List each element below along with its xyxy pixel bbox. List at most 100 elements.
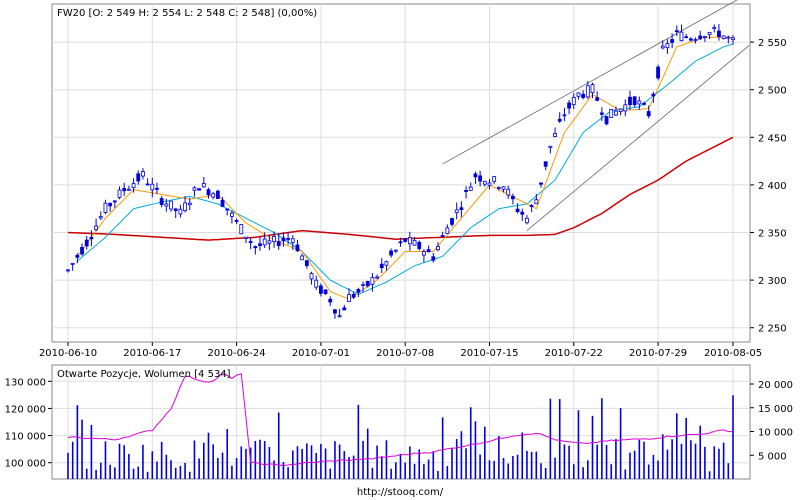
candle-body: [94, 225, 98, 231]
candle-body: [150, 183, 155, 191]
candle-body: [215, 190, 220, 199]
candle-body: [337, 315, 342, 318]
open-interest-y-tick-label: 130 000: [5, 377, 46, 388]
candle-body: [651, 93, 656, 97]
candle-body: [197, 188, 202, 191]
price-y-tick-label: 2 550: [758, 38, 787, 49]
candle-body: [239, 224, 244, 235]
price-y-tick-label: 2 250: [758, 324, 787, 335]
volume-chart-title: Otwarte Pozycje, Wolumen [4 534]: [57, 369, 231, 380]
candle-body: [201, 183, 206, 188]
volume-y-axis: 5 000 10 000 15 000 20 000: [750, 380, 793, 462]
candle-body: [614, 110, 618, 116]
candle-body: [141, 171, 145, 177]
candle-body: [506, 188, 511, 196]
candle-body: [318, 285, 323, 294]
candle-body: [609, 108, 614, 118]
source-url[interactable]: http://stooq.com/: [357, 487, 444, 498]
price-y-tick-label: 2 500: [758, 86, 787, 97]
candle-body: [501, 186, 506, 190]
candle-body: [66, 269, 70, 272]
candle-body: [618, 108, 623, 112]
candle-body: [515, 208, 520, 212]
price-y-tick-label: 2 300: [758, 276, 787, 287]
candle-body: [262, 238, 267, 246]
candle-body: [230, 212, 234, 217]
price-y-tick-label: 2 400: [758, 181, 787, 192]
candle-body: [267, 240, 272, 244]
candle-body: [628, 96, 632, 106]
candle-body: [712, 26, 717, 30]
candle-body: [347, 294, 351, 302]
candle-body: [169, 200, 173, 210]
candle-body: [379, 263, 384, 269]
candle-body: [707, 32, 712, 35]
candle-body: [478, 175, 483, 182]
price-plot-area: [51, 3, 751, 343]
volume-y-tick-label: 15 000: [758, 404, 793, 415]
candle-body: [361, 284, 365, 286]
candle-body: [445, 227, 450, 234]
candle-body: [539, 182, 543, 185]
candle-body: [688, 38, 693, 41]
candle-body: [407, 237, 412, 245]
candle-body: [225, 208, 230, 211]
date-tick-label: 2010-07-08: [376, 348, 434, 359]
candle-body: [670, 39, 675, 43]
candle-body: [543, 161, 548, 167]
candle-body: [295, 244, 300, 252]
candle-body: [454, 209, 459, 214]
candle-body: [623, 104, 628, 112]
open-interest-y-tick-label: 100 000: [5, 459, 46, 470]
candle-body: [80, 246, 84, 255]
price-chart-title: FW20 [O: 2 549 H: 2 554 L: 2 548 C: 2 54…: [57, 8, 317, 19]
candle-body: [290, 238, 295, 243]
candle-body: [693, 39, 698, 41]
date-tick-label: 2010-06-17: [123, 348, 181, 359]
candle-body: [370, 277, 375, 285]
candle-body: [384, 261, 389, 266]
candle-body: [431, 256, 436, 261]
date-tick-label: 2010-07-15: [460, 348, 518, 359]
price-series: [66, 0, 750, 319]
candle-body: [529, 205, 534, 207]
candle-body: [403, 238, 408, 242]
candle-body: [159, 198, 164, 206]
candle-body: [590, 84, 595, 94]
candle-body: [234, 220, 239, 222]
candle-body: [351, 293, 356, 298]
candle-body: [436, 246, 440, 251]
volume-panel: 100 000 110 000 120 000 130 000 5 000 10 000…: [5, 364, 793, 480]
candle-body: [281, 237, 286, 242]
candle-body: [136, 173, 141, 182]
candle-body: [468, 186, 473, 191]
candle-body: [155, 187, 159, 190]
candle-body: [679, 31, 684, 42]
candle-body: [656, 66, 660, 79]
candle-body: [333, 309, 337, 314]
date-tick-label: 2010-08-05: [704, 348, 762, 359]
candle-body: [567, 102, 571, 109]
candle-body: [75, 254, 80, 258]
candle-body: [164, 203, 169, 207]
candle-body: [178, 208, 183, 215]
candle-body: [571, 97, 576, 105]
candle-body: [365, 281, 370, 287]
candle-body: [553, 133, 557, 137]
candle-body: [389, 250, 394, 256]
candle-body: [314, 279, 319, 288]
price-y-tick-label: 2 350: [758, 229, 787, 240]
candle-body: [108, 203, 113, 207]
candle-body: [304, 260, 309, 267]
candle-body: [375, 276, 379, 279]
volume-series: [67, 371, 734, 479]
candle-body: [717, 30, 721, 38]
date-tick-label: 2010-06-24: [208, 348, 266, 359]
candle-body: [70, 262, 75, 265]
candle-body: [684, 36, 689, 39]
candle-body: [576, 92, 581, 97]
candle-body: [84, 239, 89, 247]
candle-body: [398, 241, 403, 244]
candle-body: [131, 183, 136, 189]
